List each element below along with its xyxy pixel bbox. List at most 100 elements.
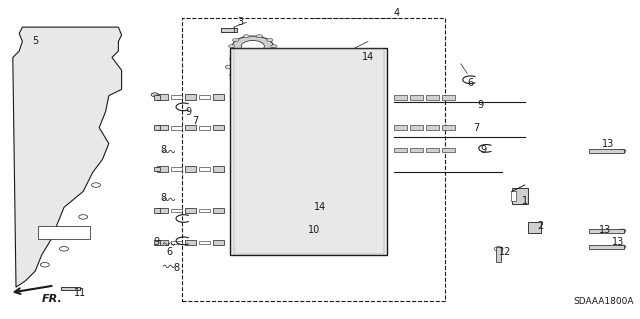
Circle shape xyxy=(292,65,300,69)
Text: 14: 14 xyxy=(314,202,326,212)
Circle shape xyxy=(42,132,86,155)
Circle shape xyxy=(232,36,273,56)
Bar xyxy=(394,148,407,152)
Circle shape xyxy=(241,41,264,52)
Circle shape xyxy=(264,143,305,163)
Circle shape xyxy=(60,103,68,108)
Circle shape xyxy=(256,35,262,38)
Circle shape xyxy=(85,62,94,66)
Circle shape xyxy=(264,111,305,131)
Circle shape xyxy=(72,36,81,41)
Bar xyxy=(230,48,387,255)
Text: 5: 5 xyxy=(32,36,38,47)
Circle shape xyxy=(34,106,43,111)
Bar xyxy=(410,95,423,100)
Circle shape xyxy=(53,62,62,66)
Bar xyxy=(426,95,439,100)
Bar xyxy=(171,95,182,99)
Bar xyxy=(442,125,455,130)
Circle shape xyxy=(306,221,321,229)
Bar xyxy=(234,49,384,254)
Bar xyxy=(199,126,211,130)
Text: 2: 2 xyxy=(538,221,544,232)
Circle shape xyxy=(29,126,99,161)
Bar xyxy=(154,167,160,171)
Circle shape xyxy=(234,53,291,81)
Bar xyxy=(61,287,80,290)
Bar xyxy=(528,222,541,233)
Circle shape xyxy=(72,167,81,171)
Circle shape xyxy=(34,154,43,159)
Text: 3: 3 xyxy=(237,17,243,27)
Text: 10: 10 xyxy=(307,225,320,235)
Circle shape xyxy=(28,211,36,216)
Text: 11: 11 xyxy=(74,288,86,299)
Circle shape xyxy=(28,119,36,123)
Text: 8: 8 xyxy=(173,263,179,273)
Bar xyxy=(154,208,160,213)
Circle shape xyxy=(28,247,36,251)
Circle shape xyxy=(267,39,273,42)
Circle shape xyxy=(40,78,49,82)
Text: 9: 9 xyxy=(477,100,483,110)
Circle shape xyxy=(53,90,62,95)
Bar xyxy=(185,166,196,172)
Circle shape xyxy=(53,33,62,37)
Circle shape xyxy=(287,57,295,61)
Bar xyxy=(496,247,501,262)
Circle shape xyxy=(618,229,626,233)
Bar xyxy=(394,125,407,130)
Text: 9: 9 xyxy=(480,145,486,155)
Bar xyxy=(154,95,160,100)
Text: 6: 6 xyxy=(467,78,474,88)
Circle shape xyxy=(267,51,273,54)
Bar xyxy=(185,208,196,213)
Text: 8: 8 xyxy=(160,193,166,203)
Bar xyxy=(410,148,423,152)
Circle shape xyxy=(243,35,250,38)
Bar xyxy=(185,94,196,100)
Bar xyxy=(426,125,439,130)
Bar xyxy=(213,166,225,172)
Bar xyxy=(221,28,237,32)
Circle shape xyxy=(40,135,49,139)
Bar xyxy=(213,125,225,130)
Text: 8: 8 xyxy=(160,145,166,155)
Bar xyxy=(589,229,624,233)
Circle shape xyxy=(72,231,81,235)
Ellipse shape xyxy=(285,80,317,92)
Bar xyxy=(589,149,624,153)
Bar xyxy=(157,125,168,130)
Circle shape xyxy=(225,65,233,69)
Circle shape xyxy=(28,93,36,98)
Circle shape xyxy=(228,45,235,48)
Text: SDAAA1800A: SDAAA1800A xyxy=(573,297,634,306)
Bar xyxy=(185,125,196,130)
Bar xyxy=(199,95,211,99)
Bar xyxy=(199,209,211,212)
Text: 7: 7 xyxy=(474,122,480,133)
Text: 14: 14 xyxy=(362,52,374,63)
Bar xyxy=(442,95,455,100)
Circle shape xyxy=(79,215,88,219)
Text: 13: 13 xyxy=(602,138,614,149)
Text: 13: 13 xyxy=(598,225,611,235)
Circle shape xyxy=(243,55,250,58)
Circle shape xyxy=(60,247,68,251)
Circle shape xyxy=(494,247,503,251)
Text: FR.: FR. xyxy=(42,294,62,304)
Bar xyxy=(426,148,439,152)
Circle shape xyxy=(79,46,88,50)
Bar xyxy=(394,95,407,100)
Bar xyxy=(213,240,225,245)
Polygon shape xyxy=(13,27,122,287)
Circle shape xyxy=(275,79,283,83)
Circle shape xyxy=(28,65,36,69)
Bar xyxy=(511,191,516,201)
Bar xyxy=(199,167,211,171)
Circle shape xyxy=(287,73,295,77)
Circle shape xyxy=(259,48,266,52)
Circle shape xyxy=(232,51,239,54)
Circle shape xyxy=(256,55,262,58)
Circle shape xyxy=(303,111,344,131)
